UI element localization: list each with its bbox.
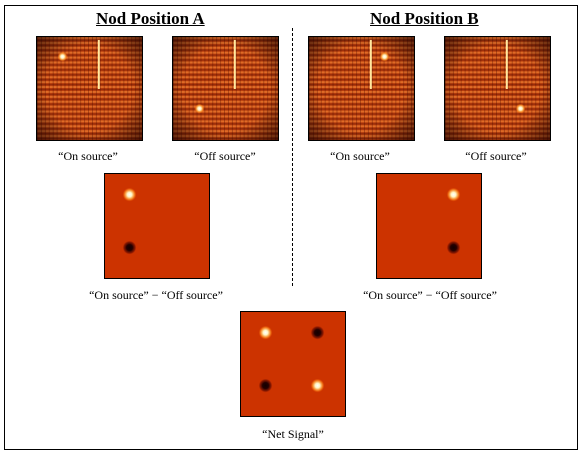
- caption-b-difference: “On source” − “Off source”: [363, 288, 497, 302]
- caption-net-signal: “Net Signal”: [262, 427, 324, 441]
- caption-a-on-source: “On source”: [58, 149, 118, 163]
- caption-b-on-source: “On source”: [330, 149, 390, 163]
- heading-nod-b: Nod Position B: [370, 9, 479, 28]
- image-net-signal: [240, 311, 346, 417]
- image-a-difference: [104, 173, 210, 279]
- image-b-difference: [376, 173, 482, 279]
- image-a-on-source: [36, 36, 143, 141]
- figure-border: [4, 5, 578, 450]
- heading-nod-a: Nod Position A: [96, 9, 205, 28]
- nod-divider-line: [292, 28, 293, 286]
- image-a-off-source: [172, 36, 279, 141]
- caption-a-difference: “On source” − “Off source”: [89, 288, 223, 302]
- image-b-off-source: [444, 36, 551, 141]
- image-b-on-source: [308, 36, 415, 141]
- caption-b-off-source: “Off source”: [465, 149, 527, 163]
- caption-a-off-source: “Off source”: [194, 149, 256, 163]
